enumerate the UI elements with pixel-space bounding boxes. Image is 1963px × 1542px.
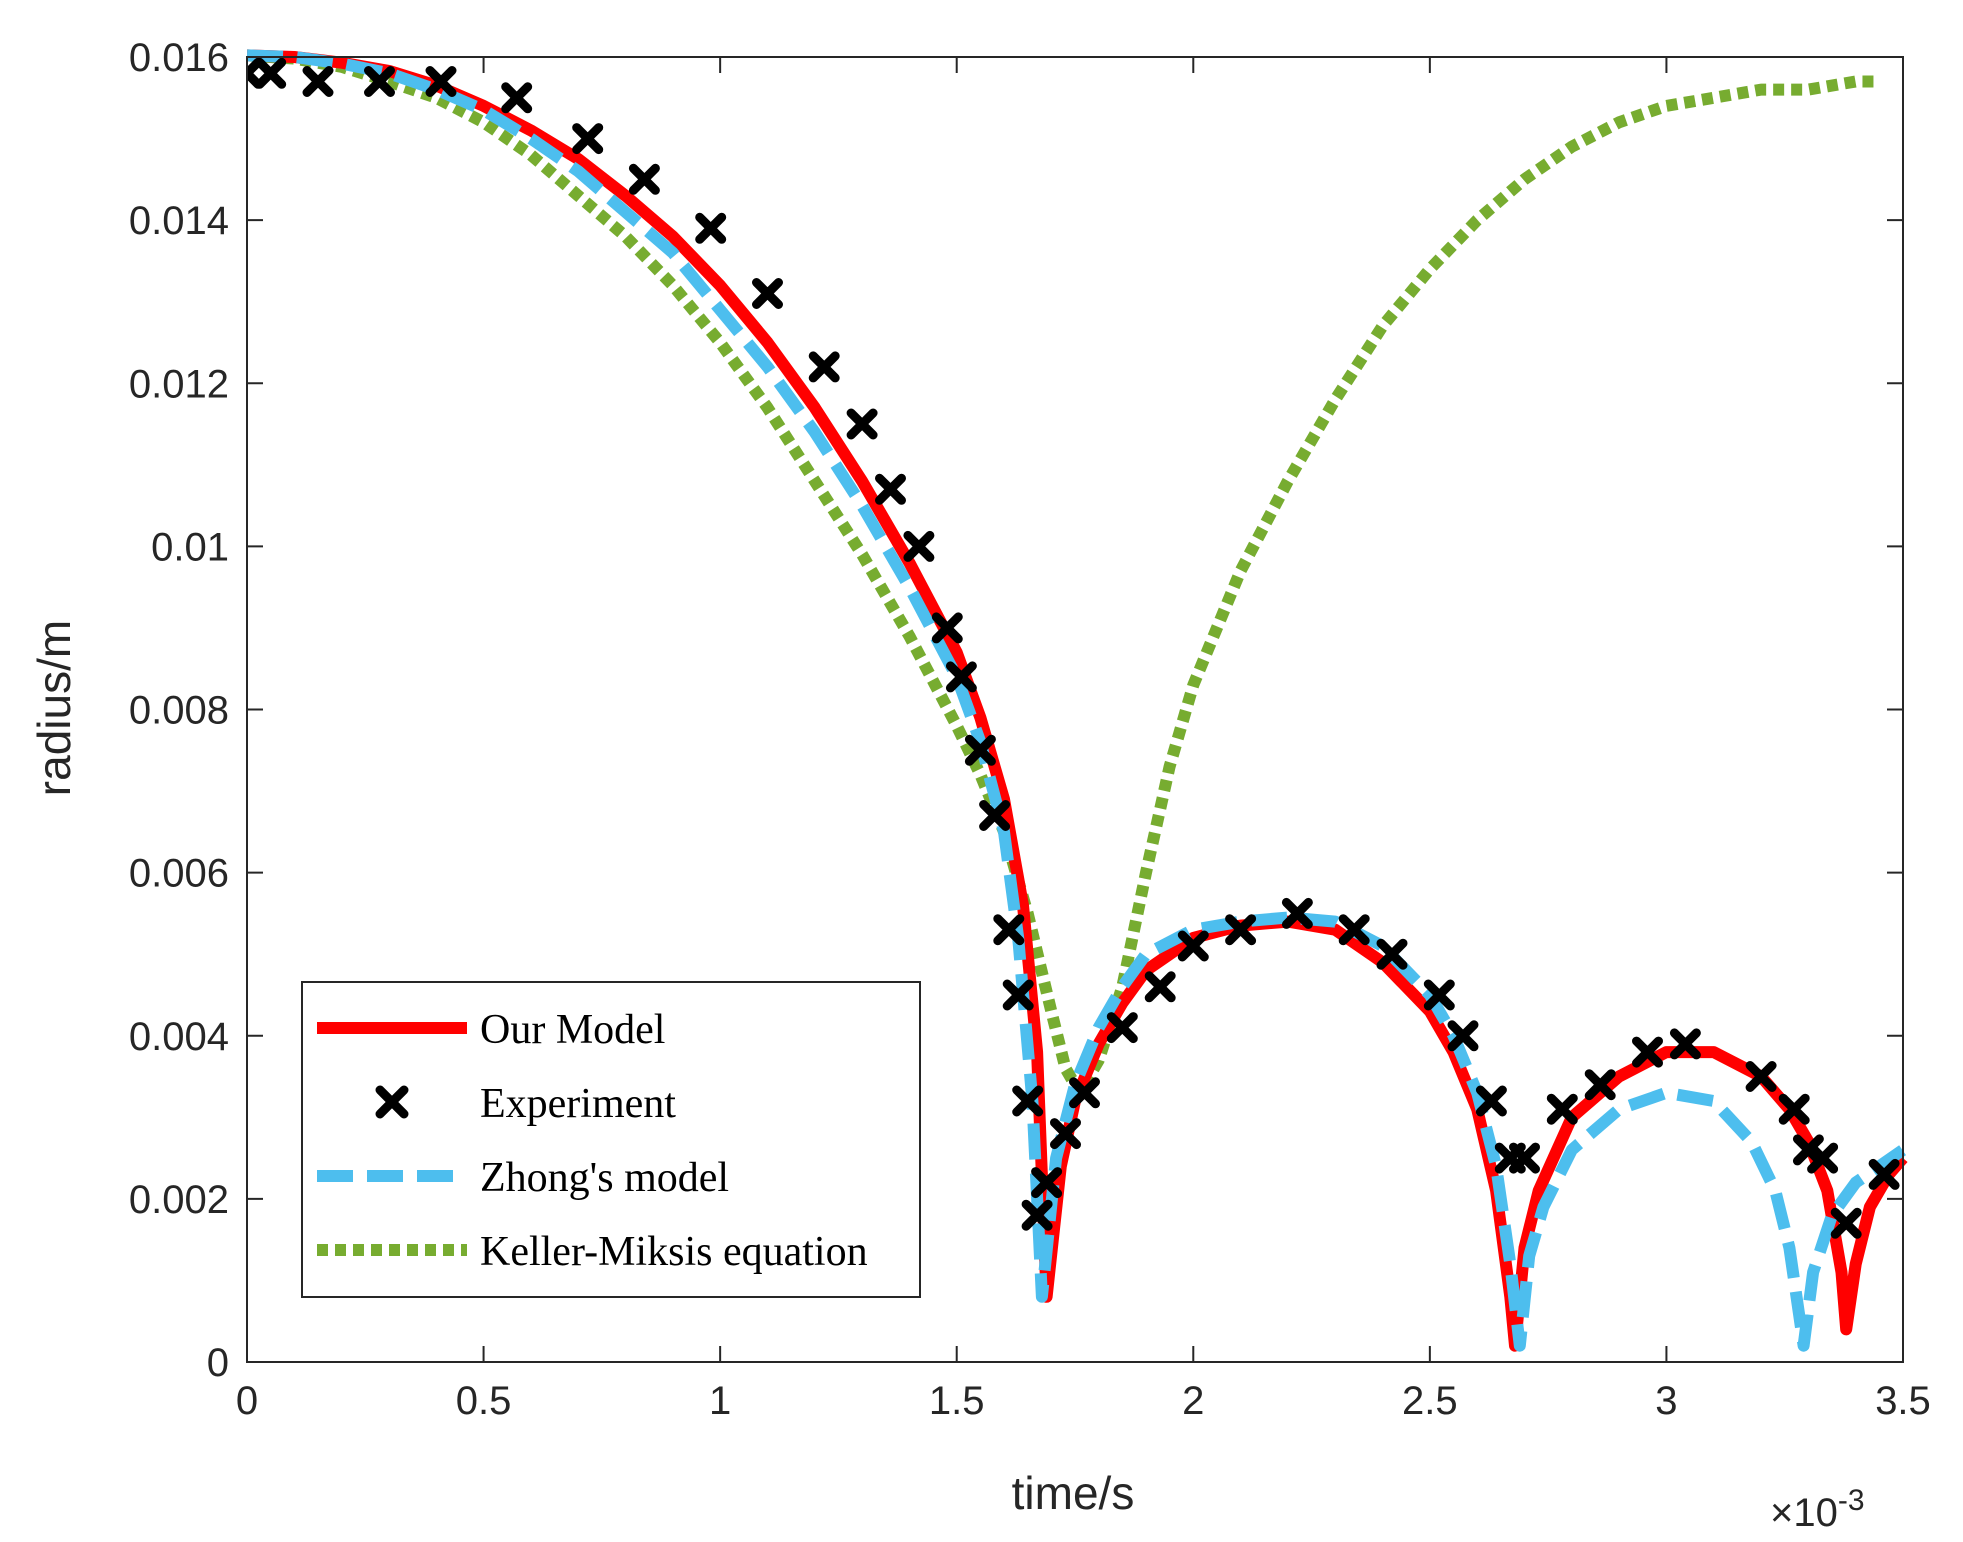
plot-series (247, 49, 1908, 1352)
x-tick-label: 1 (709, 1379, 731, 1423)
y-tick-label: 0.014 (129, 199, 229, 243)
experiment-point (1281, 897, 1313, 929)
experiment-point (501, 82, 533, 114)
legend-label-keller-miksis: Keller-Miksis equation (480, 1229, 868, 1275)
experiment-point (1021, 1199, 1053, 1231)
experiment-point (1868, 1158, 1900, 1190)
experiment-point (1423, 979, 1455, 1011)
experiment-point (1012, 1085, 1044, 1117)
experiment-point (1031, 1167, 1063, 1199)
experiment-point (695, 212, 727, 244)
experiment-point (1376, 938, 1408, 970)
experiment-point (1807, 1142, 1839, 1174)
axes: 0 0.5 1 1.5 2 2.5 3 3.5 0 0.002 0.004 0.006 0.008 0.0… (129, 36, 1931, 1423)
legend-box (301, 981, 921, 1298)
y-tick-label: 0.002 (129, 1178, 229, 1222)
experiment-point (247, 57, 263, 89)
x-axis-multiplier-base: ×10 (1770, 1491, 1838, 1535)
experiment-point (572, 123, 604, 155)
legend-label-zhongs-model: Zhong's model (480, 1155, 729, 1201)
y-tick-label: 0.016 (129, 36, 229, 80)
legend: Our Model Experiment Zhong's model Kelle… (301, 981, 921, 1298)
y-axis-label: radius/m (28, 620, 80, 796)
legend-label-our-model: Our Model (480, 1007, 665, 1053)
legend-label-experiment: Experiment (480, 1081, 676, 1127)
experiment-point (945, 661, 977, 693)
experiment-point (846, 408, 878, 440)
x-tick-label: 1.5 (929, 1379, 985, 1423)
experiment-point (364, 66, 395, 97)
y-tick-label: 0 (207, 1341, 229, 1385)
x-axis-multiplier-exponent: -3 (1838, 1484, 1865, 1517)
x-tick-label: 0.5 (456, 1379, 512, 1423)
experiment-point (1338, 914, 1370, 946)
experiment-point (964, 734, 996, 766)
experiment-point (1509, 1142, 1540, 1174)
experiment-point (1050, 1118, 1081, 1150)
experiment-point (808, 351, 840, 383)
experiment-point (1546, 1093, 1578, 1125)
y-tick-label: 0.004 (129, 1015, 229, 1059)
x-tick-label: 3 (1655, 1379, 1677, 1423)
y-tick-label: 0.01 (151, 525, 229, 569)
experiment-point (752, 278, 783, 309)
experiment-point (993, 914, 1025, 946)
experiment-point (875, 473, 906, 505)
series-line-zhong-s-model (247, 49, 1907, 1352)
experiment-point (1144, 971, 1176, 1003)
experiment-point (1225, 914, 1257, 946)
experiment-point (979, 800, 1011, 831)
experiment-point (1830, 1207, 1862, 1239)
experiment-point (302, 66, 334, 97)
experiment-point (628, 163, 660, 195)
experiment-point (425, 66, 457, 97)
y-tick-label: 0.008 (129, 689, 229, 733)
experiment-point (255, 57, 287, 89)
x-tick-label: 0 (236, 1379, 258, 1423)
experiment-point (1475, 1085, 1507, 1117)
y-tick-label: 0.006 (129, 852, 229, 896)
x-axis-label: time/s (1012, 1467, 1135, 1519)
plot-area (247, 49, 1908, 1352)
experiment-point (1177, 930, 1209, 962)
experiment-point (1002, 979, 1034, 1011)
x-tick-label: 2.5 (1402, 1379, 1458, 1423)
x-tick-label: 2 (1182, 1379, 1204, 1423)
experiment-point (1632, 1036, 1663, 1068)
legend-swatch-experiment (375, 1085, 409, 1119)
experiment-point (1069, 1077, 1100, 1109)
experiment-point (1447, 1020, 1479, 1052)
experiment-point (1106, 1012, 1138, 1044)
experiment-point (931, 612, 963, 644)
experiment-point (903, 530, 935, 562)
experiment-point (1584, 1069, 1616, 1101)
x-axis-multiplier: ×10-3 (1770, 1484, 1865, 1535)
experiment-point (1669, 1028, 1701, 1060)
x-tick-label: 3.5 (1875, 1379, 1931, 1423)
experiment-point (1778, 1093, 1810, 1125)
experiment-point (1745, 1061, 1777, 1092)
y-tick-label: 0.012 (129, 362, 229, 406)
